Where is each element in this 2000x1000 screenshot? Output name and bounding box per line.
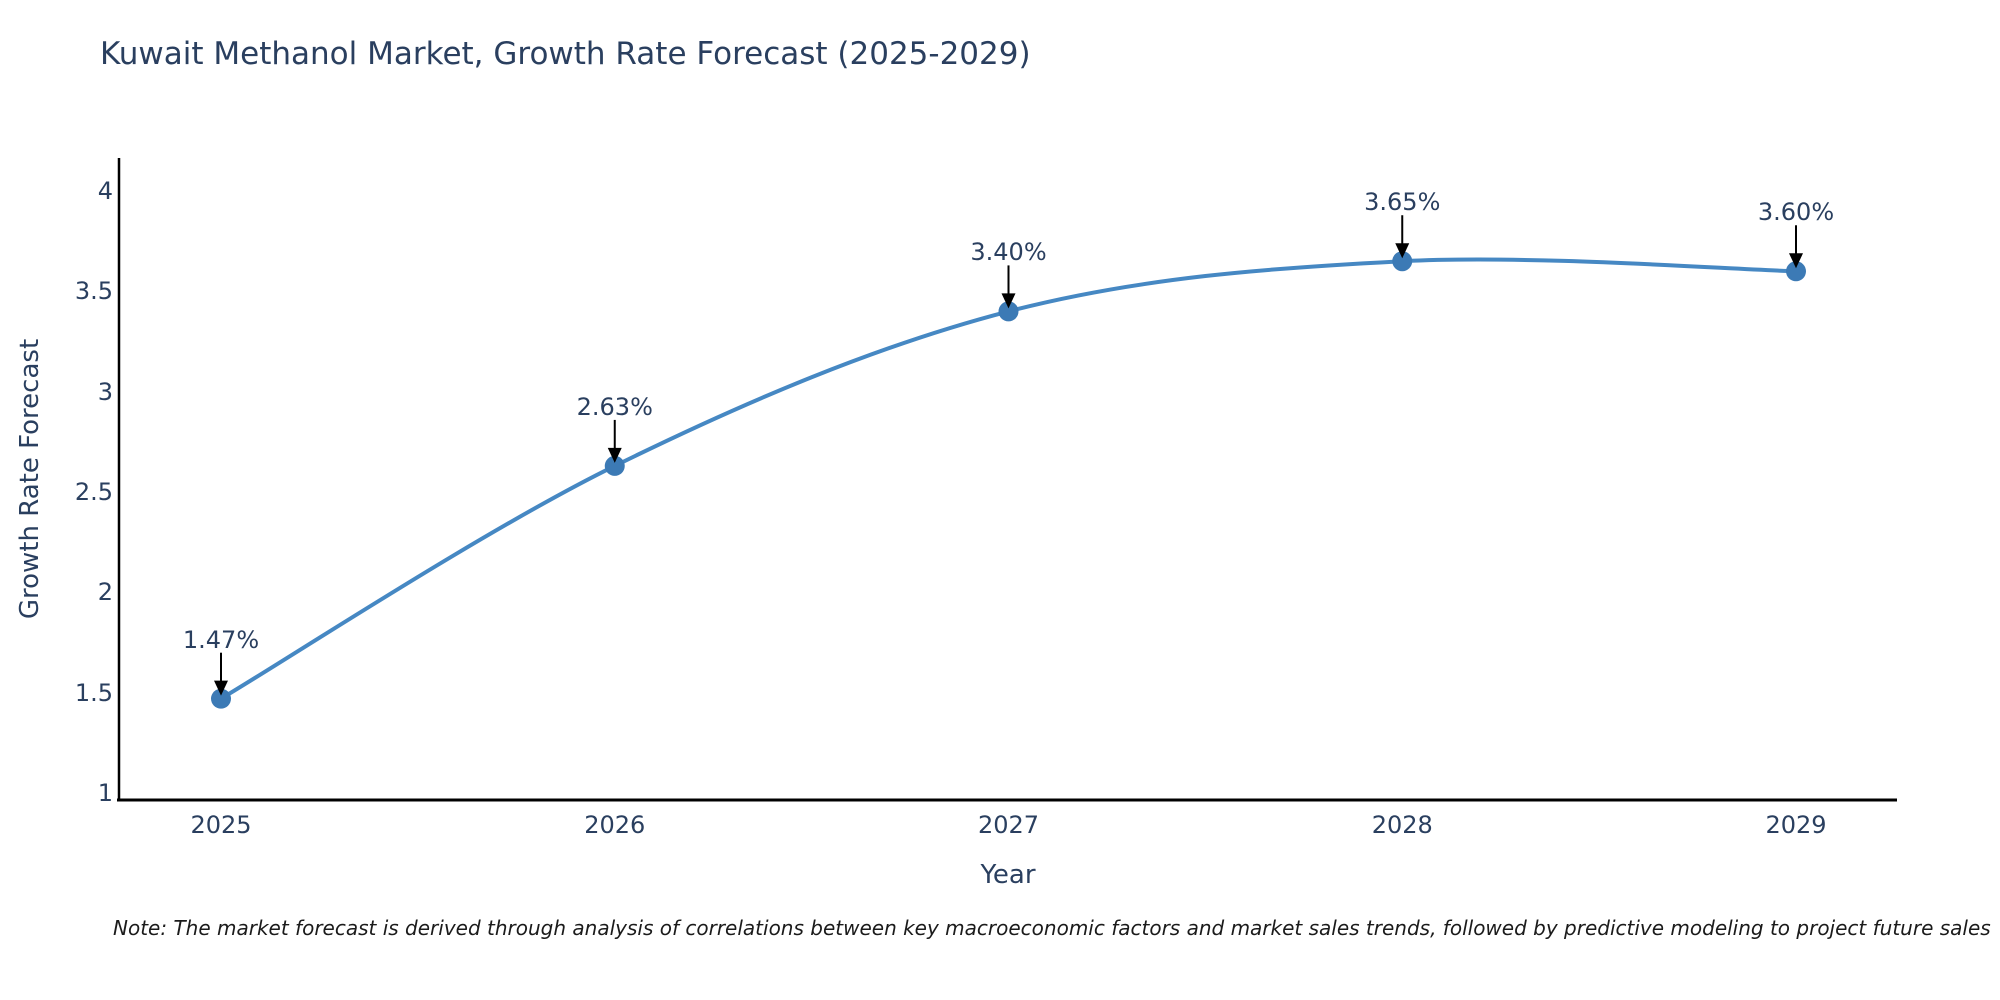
data-point-marker-2027[interactable] [998, 301, 1019, 322]
y-tick-label-3.5: 3.5 [74, 277, 113, 306]
y-tick-label-2: 2 [97, 578, 113, 607]
chart-title: Kuwait Methanol Market, Growth Rate Fore… [100, 36, 1031, 72]
annotation-label-2027: 3.40% [970, 238, 1047, 267]
annotation-arrow-head [1789, 253, 1803, 269]
data-point-marker-2025[interactable] [211, 688, 231, 709]
annotation-arrow-head [1001, 293, 1016, 309]
y-tick-label-2.5: 2.5 [74, 477, 113, 506]
footnote: Note: The market forecast is derived thr… [113, 916, 1991, 940]
annotation-arrow-head [1395, 243, 1410, 259]
annotation-label-2025: 1.47% [182, 625, 260, 654]
x-tick-label-2028: 2028 [1371, 811, 1433, 839]
y-tick-label-4: 4 [97, 176, 113, 205]
x-tick-label-2027: 2027 [977, 811, 1040, 839]
x-tick-label-2025: 2025 [190, 811, 252, 839]
annotation-label-2026: 2.63% [576, 392, 653, 421]
y-tick-label-3: 3 [97, 377, 113, 406]
y-tick-label-1.5: 1.5 [74, 678, 113, 707]
y-axis-title: Growth Rate Forecast [15, 338, 45, 620]
x-axis-title: Year [980, 860, 1036, 890]
x-tick-label-2029: 2029 [1765, 811, 1827, 839]
data-point-marker-2029[interactable] [1786, 261, 1806, 282]
series-line [219, 257, 1798, 701]
annotation-label-2028: 3.65% [1364, 188, 1441, 217]
annotation-arrow-head [607, 447, 622, 463]
data-point-marker-2026[interactable] [604, 455, 625, 476]
annotation-arrow-head [214, 680, 228, 696]
y-tick-label-1: 1 [97, 779, 113, 807]
annotation-label-2029: 3.60% [1757, 198, 1835, 227]
data-point-marker-2028[interactable] [1392, 251, 1413, 272]
x-tick-label-2026: 2026 [584, 811, 646, 839]
